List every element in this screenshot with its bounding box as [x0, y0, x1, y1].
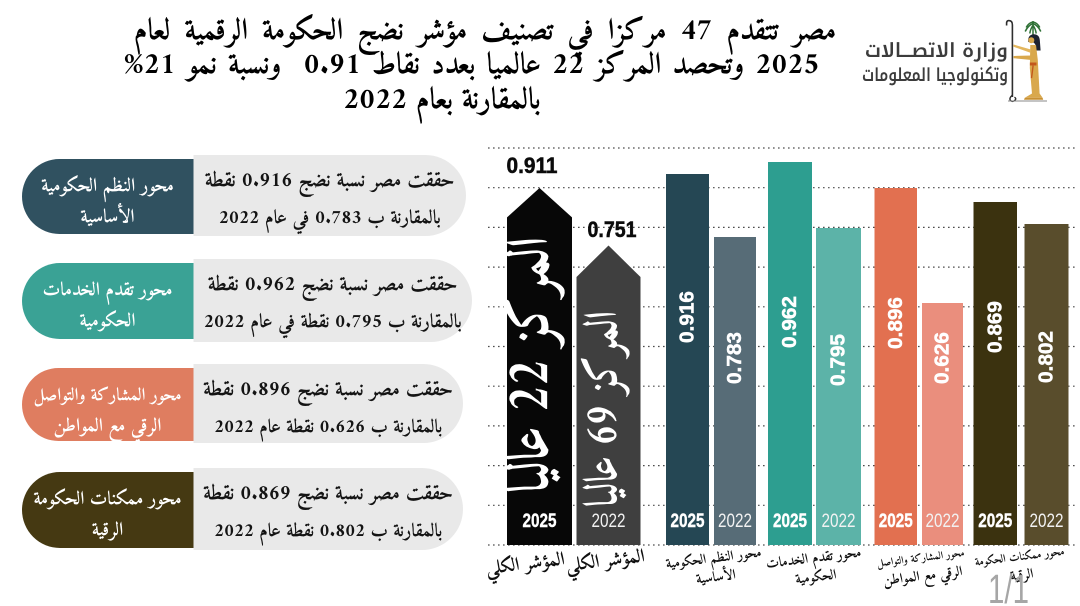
svg-text:0.783: 0.783 [724, 332, 746, 384]
svg-text:0.916: 0.916 [677, 291, 699, 343]
svg-text:1/1: 1/1 [988, 566, 1029, 606]
svg-text:0.896: 0.896 [885, 297, 907, 349]
svg-text:2022: 2022 [926, 511, 960, 532]
svg-text:2022: 2022 [718, 511, 752, 532]
svg-text:0.869: 0.869 [984, 301, 1006, 353]
svg-text:2022: 2022 [822, 511, 856, 532]
svg-text:0.962: 0.962 [779, 296, 801, 348]
svg-text:0.911: 0.911 [507, 153, 558, 178]
svg-text:2025: 2025 [978, 511, 1012, 532]
svg-text:2025: 2025 [671, 511, 705, 532]
svg-text:2022: 2022 [592, 511, 626, 532]
svg-text:0.751: 0.751 [588, 217, 637, 242]
svg-text:0.795: 0.795 [828, 334, 850, 386]
svg-text:2025: 2025 [879, 511, 913, 532]
svg-text:2022: 2022 [1030, 511, 1064, 532]
svg-text:0.626: 0.626 [932, 332, 954, 384]
svg-text:2025: 2025 [523, 511, 557, 532]
svg-text:2025: 2025 [773, 511, 807, 532]
svg-text:0.802: 0.802 [1036, 331, 1058, 383]
